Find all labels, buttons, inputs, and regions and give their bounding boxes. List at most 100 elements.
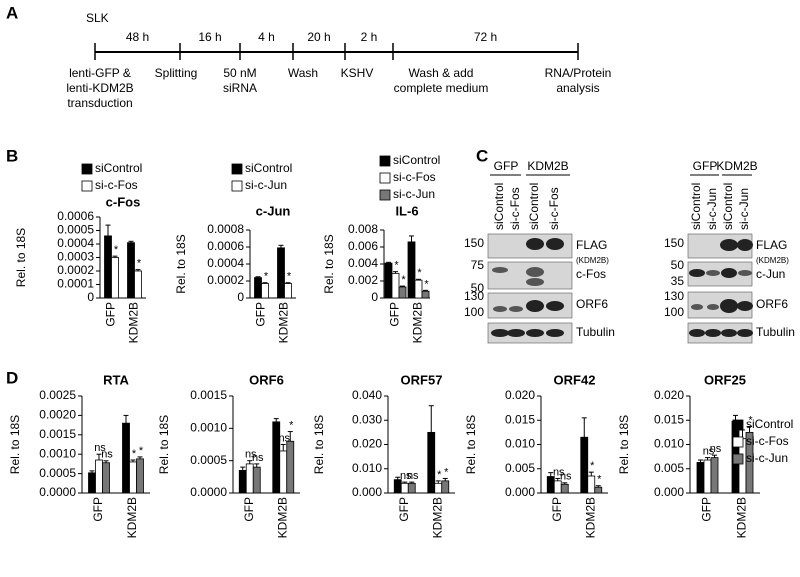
legend-swatch [379,189,391,201]
legend-label: si-c-Fos [393,170,436,184]
y-tick-label: 0.0000 [39,485,76,499]
y-tick-label: 0.020 [352,437,382,451]
bar [407,241,416,299]
x-tick-label: KDM2B [125,497,139,538]
legend-label: si-c-Jun [245,178,287,192]
bar [127,242,135,299]
step-label: lenti-KDM2B [66,81,133,95]
bar [111,257,119,299]
mw-marker: 50 [471,281,485,295]
y-axis-label: Rel. to 18S [464,415,478,474]
legend-label: si-c-Fos [95,178,138,192]
bar [384,262,393,299]
significance: ns [560,471,572,483]
panel-label: C [476,146,488,165]
y-tick-label: 0.0015 [190,388,227,402]
blot-group: KDM2B [527,159,568,173]
bar [252,466,261,494]
legend-label: si-c-Jun [393,187,435,201]
duration: 20 h [307,30,330,44]
y-tick-label: 0.005 [654,461,684,475]
y-tick-label: 0.0006 [57,209,94,223]
y-tick-label: 0 [371,290,378,304]
mw-marker: 130 [664,289,684,303]
significance: ns [710,443,722,455]
mw-marker: 130 [464,289,484,303]
y-axis-label: Rel. to 18S [617,415,631,474]
y-axis-label: Rel. to 18S [8,415,22,474]
blot-row-label: FLAG [756,238,787,252]
y-axis-label: Rel. to 18S [312,415,326,474]
duration: 4 h [258,30,275,44]
significance: * [597,474,602,486]
y-axis-label: Rel. to 18S [322,234,336,293]
y-tick-label: 0.0001 [57,277,94,291]
x-tick-label: GFP [91,497,105,522]
bar [95,459,103,494]
mw-marker: 75 [471,258,485,272]
bar [594,486,603,494]
legend-label: si-c-Fos [746,434,789,448]
y-tick-label: 0.030 [352,412,382,426]
significance: * [289,419,294,431]
y-tick-label: 0 [87,290,94,304]
significance: * [132,448,137,460]
legend-label: siControl [393,153,440,167]
mw-marker: 35 [671,274,685,288]
duration: 48 h [126,30,149,44]
y-tick-label: 0.010 [505,437,535,451]
y-tick-label: 0.0008 [207,222,244,236]
y-tick-label: 0.0010 [190,421,227,435]
step-label: lenti-GFP & [69,66,131,80]
significance: * [114,244,119,256]
x-tick-label: KDM2B [735,497,749,538]
y-tick-label: 0.005 [505,461,535,475]
step-label: analysis [556,81,599,95]
bar [286,440,295,494]
bar [134,270,142,299]
step-label: KSHV [341,66,374,80]
bar [398,286,407,299]
significance: * [137,258,142,270]
chart-title: c-Fos [106,194,141,209]
significance: * [590,460,595,472]
blot-group: GFP [693,159,718,173]
bar [104,235,112,299]
y-tick-label: 0.008 [348,222,378,236]
x-tick-label: KDM2B [411,302,425,343]
lane-label: siControl [689,183,703,230]
y-tick-label: 0.006 [348,239,378,253]
y-axis-label: Rel. to 18S [157,415,171,474]
legend-swatch [81,163,93,175]
step-label: Splitting [155,66,198,80]
significance: * [424,278,429,290]
x-tick-label: GFP [388,302,402,327]
blot-group: GFP [494,159,519,173]
blot-row-label: ORF6 [756,297,788,311]
blot-row-label: Tubulin [576,325,615,339]
legend-swatch [231,180,243,192]
step-label: RNA/Protein [545,66,612,80]
bar [279,450,288,494]
significance: ns [101,449,113,461]
lane-label: siControl [492,183,506,230]
legend-swatch [732,453,744,465]
lane-label: siControl [721,183,735,230]
x-tick-label: KDM2B [127,302,141,343]
bar [587,475,596,494]
y-tick-label: 0.0000 [190,485,227,499]
significance: * [444,466,449,478]
bar [560,483,569,494]
y-tick-label: 0.0005 [57,223,94,237]
significance: ns [553,466,565,478]
legend-label: siControl [95,161,142,175]
x-tick-label: GFP [104,302,118,327]
y-axis-label: Rel. to 18S [14,228,28,287]
y-tick-label: 0.0015 [39,427,76,441]
y-tick-label: 0.015 [654,412,684,426]
bar [102,462,110,494]
legend-swatch [231,163,243,175]
bar [414,279,423,299]
significance: ns [407,470,419,482]
y-tick-label: 0.0003 [57,250,94,264]
